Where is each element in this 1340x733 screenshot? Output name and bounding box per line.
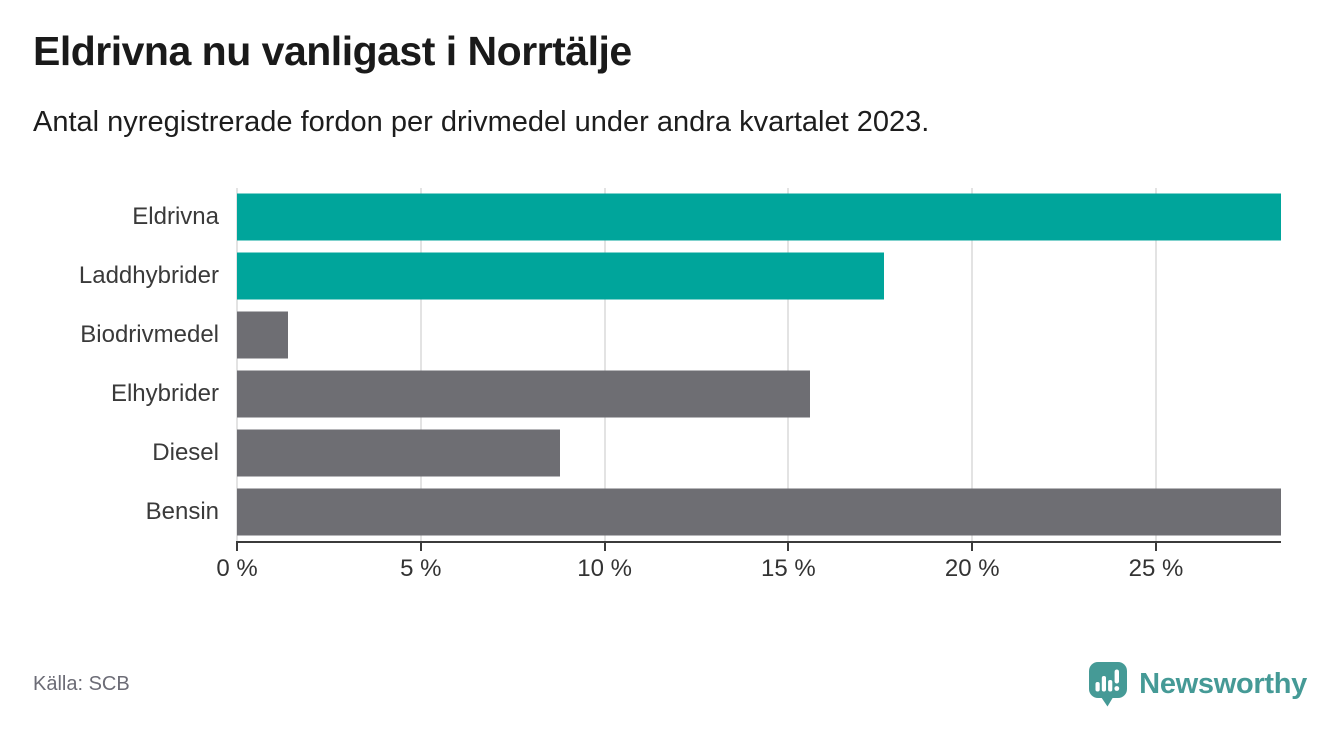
bar-row xyxy=(237,423,1281,482)
category-label: Biodrivmedel xyxy=(80,321,219,349)
x-tick-label: 20 % xyxy=(944,555,1000,582)
bar xyxy=(237,311,289,359)
x-tick-label: 5 % xyxy=(400,555,442,582)
source-note: Källa: SCB xyxy=(33,673,130,695)
gridline xyxy=(1155,188,1157,541)
x-tick xyxy=(971,541,974,551)
gridline xyxy=(419,188,422,541)
bar xyxy=(237,370,811,418)
bar xyxy=(237,252,884,300)
x-tick-label: 10 % xyxy=(577,555,632,582)
newsworthy-logo-text: Newsworthy xyxy=(1139,667,1307,700)
category-label: Diesel xyxy=(152,438,219,466)
bar xyxy=(237,429,561,477)
x-tick xyxy=(1155,541,1157,551)
x-tick xyxy=(419,541,422,551)
bar xyxy=(237,193,1281,241)
gridline xyxy=(603,188,606,541)
y-axis-labels: Eldrivna Laddhybrider Biodrivmedel Elhybrid… xyxy=(0,188,219,541)
bar xyxy=(237,488,1281,536)
gridline xyxy=(971,188,974,541)
x-tick xyxy=(236,541,238,551)
bar-row xyxy=(237,482,1281,541)
x-axis-line xyxy=(237,541,1281,543)
chart-subtitle: Antal nyregistrerade fordon per drivmede… xyxy=(33,106,930,138)
page-title: Eldrivna nu vanligast i Norrtälje xyxy=(33,28,632,74)
bar-row xyxy=(237,365,1281,424)
bar-row xyxy=(237,247,1281,306)
newsworthy-logo: Newsworthy xyxy=(1088,660,1307,708)
category-label: Elhybrider xyxy=(110,379,219,407)
x-axis: 0 % 5 % 10 % 15 % 20 % 25 % xyxy=(216,541,1281,589)
x-tick-label: 25 % xyxy=(1128,555,1184,582)
category-label: Eldrivna xyxy=(132,203,219,231)
gridline xyxy=(236,188,238,541)
plot-area xyxy=(236,188,1281,541)
x-tick-label: 0 % xyxy=(216,555,258,582)
x-tick-label: 15 % xyxy=(761,555,816,582)
gridline xyxy=(787,188,790,541)
bar-row xyxy=(237,188,1281,247)
bar-row xyxy=(237,306,1281,365)
category-label: Laddhybrider xyxy=(78,262,219,290)
newsworthy-logo-icon xyxy=(1089,661,1128,706)
x-tick xyxy=(787,541,790,551)
category-label: Bensin xyxy=(145,497,219,525)
x-tick xyxy=(603,541,606,551)
